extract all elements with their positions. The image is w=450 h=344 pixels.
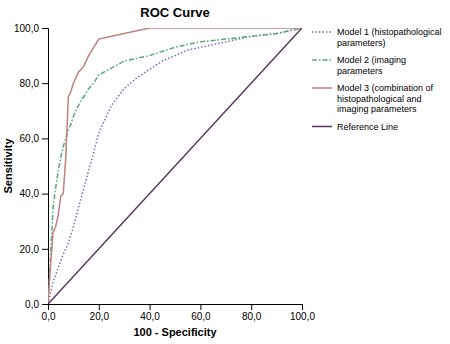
tick-mark [150,304,151,310]
tick-mark [42,83,48,84]
legend: Model 1 (histopathological parameters)Mo… [312,27,444,131]
tick-label: 0,0 [42,311,56,322]
legend-label: Model 3 (combination of histopathologica… [337,83,436,114]
legend-label: Model 1 (histopathological parameters) [337,27,444,48]
x-axis-title: 100 - Specificity [133,326,217,338]
tick: 60,0 [20,133,48,144]
tick: 0,0 [42,304,56,322]
tick: 100,0 [14,23,48,34]
legend-item: Model 3 (combination of histopathologica… [312,83,436,114]
tick: 20,0 [20,244,48,255]
tick-mark [42,28,48,29]
tick: 0,0 [25,299,48,310]
tick-label: 40,0 [20,188,40,199]
tick-mark [42,304,48,305]
axis-line [42,29,49,305]
legend-item: Reference Line [312,122,398,132]
legend-label-line: imaging parameters [337,104,417,114]
tick-mark [42,249,48,250]
tick: 40,0 [20,188,48,199]
legend-label: Reference Line [337,122,398,132]
plot-area: 0,0 20,0 40,0 60,0 80,0 100,0 0,0 20,0 40,0 60,0 8… [14,23,315,322]
tick: 60,0 [191,304,211,322]
series-line [48,28,302,304]
tick: 20,0 [90,304,110,322]
tick-label: 40,0 [140,311,160,322]
legend-label-line: Model 2 (imaging [337,55,409,65]
tick-label: 100,0 [14,23,39,34]
lines [48,28,302,304]
tick: 80,0 [242,304,262,322]
tick-label: 80,0 [242,311,262,322]
tick-label: 60,0 [191,311,211,322]
legend-swatch [312,31,332,33]
legend-swatch [312,59,332,61]
tick: 40,0 [140,304,160,322]
legend-label-line: Model 1 (histopathological [337,27,444,37]
tick-label: 0,0 [25,299,39,310]
tick-label: 100,0 [290,311,315,322]
tick-mark [302,304,303,310]
legend-label: Model 2 (imaging parameters [337,55,409,76]
legend-item: Model 1 (histopathological parameters) [312,27,444,48]
series-line [48,28,302,304]
tick-label: 20,0 [90,311,110,322]
tick-mark [251,304,252,310]
y-axis: 0,0 20,0 40,0 60,0 80,0 100,0 [14,23,49,310]
legend-swatch [312,126,332,128]
series-line [48,28,302,304]
tick-mark [42,194,48,195]
title: ROC Curve [140,5,209,20]
x-axis: 0,0 20,0 40,0 60,0 80,0 100,0 [42,304,316,322]
legend-label-line: histopathological and [337,94,424,104]
series-line [48,28,302,304]
axis-line [49,305,303,311]
legend-swatch [312,87,332,89]
tick-mark [200,304,201,310]
legend-label-line: Reference Line [337,122,398,132]
legend-label-line: parameters) [337,38,386,48]
legend-item: Model 2 (imaging parameters [312,55,409,76]
tick-mark [42,138,48,139]
legend-label-line: parameters [337,66,383,76]
legend-label-line: Model 3 (combination of [337,83,436,93]
tick: 100,0 [290,304,315,322]
tick: 80,0 [20,78,48,89]
tick-label: 60,0 [20,133,40,144]
tick-label: 20,0 [20,244,40,255]
tick-label: 80,0 [20,78,40,89]
chart: 0,0 20,0 40,0 60,0 80,0 100,0 0,0 20,0 40,0 60,0 8… [0,0,450,344]
y-axis-title: Sensitivity [2,138,14,194]
tick-mark [99,304,100,310]
